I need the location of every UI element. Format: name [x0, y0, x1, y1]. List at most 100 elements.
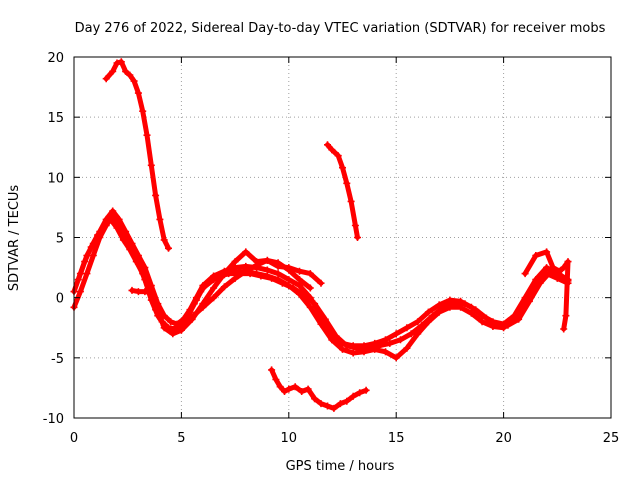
y-tick-label: 0: [56, 292, 64, 307]
data-point: [392, 354, 400, 362]
data-point: [364, 344, 372, 352]
data-point: [446, 296, 454, 304]
data-point: [543, 264, 551, 272]
data-point: [220, 283, 228, 291]
data-point: [268, 366, 276, 374]
data-point: [403, 344, 411, 352]
data-point: [160, 324, 168, 332]
data-point: [424, 308, 432, 316]
grid-layer: [74, 57, 611, 418]
data-point: [281, 388, 288, 395]
data-point: [268, 274, 276, 282]
tick-layer: 0 5 10 15 20 25 -10 -5 0 5 10 15 20: [43, 51, 620, 446]
data-point: [525, 297, 533, 305]
y-tick-label: 15: [47, 111, 64, 126]
data-point: [141, 288, 149, 296]
data-point: [382, 348, 389, 356]
data-point: [169, 330, 177, 338]
data-point: [199, 303, 207, 311]
data-point: [414, 318, 422, 326]
data-point: [343, 397, 351, 405]
data-point: [332, 332, 340, 340]
data-point: [349, 349, 357, 357]
data-point: [197, 288, 205, 296]
y-axis-label: SDTVAR / TECUs: [7, 185, 22, 292]
data-point: [306, 270, 314, 278]
data-point: [126, 246, 134, 253]
data-point: [83, 270, 91, 278]
series-track-high-mid: [324, 141, 361, 241]
data-point: [397, 336, 404, 344]
data-point: [285, 276, 293, 284]
data-point: [242, 267, 250, 275]
data-point: [429, 312, 437, 320]
data-point: [347, 197, 355, 205]
series-line: [129, 249, 324, 337]
data-point: [304, 385, 312, 393]
data-point: [291, 383, 299, 391]
data-point: [343, 179, 351, 187]
series-track-low: [268, 366, 370, 412]
data-point: [343, 342, 351, 350]
data-point: [147, 289, 155, 297]
data-point: [562, 312, 570, 320]
data-point: [407, 330, 415, 338]
data-point: [392, 330, 400, 338]
series-track-high-left: [102, 58, 172, 252]
data-point: [543, 248, 551, 256]
data-point: [87, 243, 95, 251]
x-tick-label: 15: [388, 431, 405, 446]
x-tick-label: 25: [603, 431, 620, 446]
data-point: [418, 321, 426, 329]
data-point: [296, 282, 303, 290]
data-point: [461, 300, 469, 308]
data-point: [76, 288, 84, 296]
data-point: [317, 400, 325, 408]
data-point: [139, 107, 147, 115]
data-point: [134, 288, 142, 296]
data-point: [493, 320, 501, 328]
data-point: [564, 258, 572, 266]
data-point: [403, 324, 411, 332]
y-tick-label: 5: [56, 232, 64, 247]
data-point: [435, 301, 443, 309]
data-point: [339, 345, 346, 353]
data-point: [351, 222, 359, 229]
data-point: [336, 400, 344, 408]
data-point: [231, 274, 239, 282]
data-point: [362, 386, 370, 394]
data-point: [536, 279, 544, 287]
data-point: [555, 267, 563, 275]
series-track-end-fragments: [521, 248, 572, 333]
data-point: [328, 146, 336, 154]
data-point: [328, 336, 336, 344]
data-point: [482, 314, 490, 322]
data-point: [210, 294, 218, 302]
data-point: [317, 320, 325, 328]
data-point: [253, 261, 261, 269]
series-layer: [70, 58, 572, 412]
x-tick-label: 0: [70, 431, 78, 446]
data-point: [126, 71, 134, 79]
data-point: [220, 270, 228, 278]
data-point: [311, 395, 319, 403]
data-point: [89, 252, 97, 259]
chart-title: Day 276 of 2022, Sidereal Day-to-day VTE…: [75, 21, 606, 36]
data-point: [107, 215, 114, 223]
data-point: [472, 306, 480, 314]
data-point: [300, 291, 308, 299]
data-point: [306, 284, 314, 292]
data-point: [257, 272, 265, 280]
data-point: [560, 325, 568, 333]
data-point: [147, 161, 155, 169]
series-line: [325, 142, 360, 240]
data-point: [354, 234, 361, 241]
data-point: [276, 383, 284, 391]
data-point: [311, 300, 319, 308]
data-point: [515, 315, 523, 323]
data-point: [450, 300, 458, 308]
data-point: [330, 404, 338, 412]
data-point: [130, 77, 138, 85]
data-point: [321, 315, 329, 323]
data-point: [274, 259, 282, 267]
